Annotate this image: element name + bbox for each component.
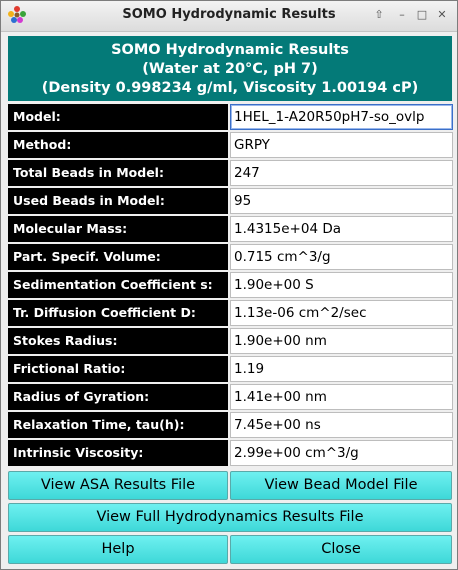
field-label: Radius of Gyration: <box>8 384 228 410</box>
field-label: Frictional Ratio: <box>8 356 228 382</box>
field-label: Used Beads in Model: <box>8 188 228 214</box>
method-field[interactable]: GRPY <box>230 132 453 158</box>
field-label: Stokes Radius: <box>8 328 228 354</box>
field-label: Part. Specif. Volume: <box>8 244 228 270</box>
header-conditions: (Water at 20°C, pH 7) <box>142 61 318 77</box>
header-solvent-properties: (Density 0.998234 g/ml, Viscosity 1.0019… <box>41 80 419 96</box>
total-beads-field[interactable]: 247 <box>230 160 453 186</box>
field-row-method: Method: GRPY <box>8 132 454 160</box>
field-row-diffusion: Tr. Diffusion Coefficient D: 1.13e-06 cm… <box>8 300 454 328</box>
view-asa-results-button[interactable]: View ASA Results File <box>8 471 228 500</box>
minimize-icon[interactable]: – <box>399 8 405 21</box>
close-icon[interactable]: ✕ <box>437 8 447 21</box>
field-label: Molecular Mass: <box>8 216 228 242</box>
app-icon <box>8 6 26 23</box>
molecular-mass-field[interactable]: 1.4315e+04 Da <box>230 216 453 242</box>
view-bead-model-button[interactable]: View Bead Model File <box>230 471 452 500</box>
view-full-hydrodynamics-button[interactable]: View Full Hydrodynamics Results File <box>8 503 452 532</box>
window-title: SOMO Hydrodynamic Results <box>122 7 336 22</box>
close-button[interactable]: Close <box>230 535 452 564</box>
field-row-total-beads: Total Beads in Model: 247 <box>8 160 454 188</box>
field-row-stokes-radius: Stokes Radius: 1.90e+00 nm <box>8 328 454 356</box>
relaxation-time-field[interactable]: 7.45e+00 ns <box>230 412 453 438</box>
field-row-relaxation-time: Relaxation Time, tau(h): 7.45e+00 ns <box>8 412 454 440</box>
used-beads-field[interactable]: 95 <box>230 188 453 214</box>
field-row-radius-gyration: Radius of Gyration: 1.41e+00 nm <box>8 384 454 412</box>
stokes-radius-field[interactable]: 1.90e+00 nm <box>230 328 453 354</box>
header-title: SOMO Hydrodynamic Results <box>111 42 349 58</box>
field-row-specific-volume: Part. Specif. Volume: 0.715 cm^3/g <box>8 244 454 272</box>
field-label: Total Beads in Model: <box>8 160 228 186</box>
diffusion-field[interactable]: 1.13e-06 cm^2/sec <box>230 300 453 326</box>
field-label: Sedimentation Coefficient s: <box>8 272 228 298</box>
field-label: Tr. Diffusion Coefficient D: <box>8 300 228 326</box>
field-row-sedimentation: Sedimentation Coefficient s: 1.90e+00 S <box>8 272 454 300</box>
field-label: Model: <box>8 104 228 130</box>
field-row-intrinsic-viscosity: Intrinsic Viscosity: 2.99e+00 cm^3/g <box>8 440 454 468</box>
field-row-used-beads: Used Beads in Model: 95 <box>8 188 454 216</box>
help-button[interactable]: Help <box>8 535 228 564</box>
model-field[interactable]: 1HEL_1-A20R50pH7-so_ovlp <box>230 104 453 130</box>
results-fields: Model: 1HEL_1-A20R50pH7-so_ovlp Method: … <box>8 104 454 468</box>
field-row-model: Model: 1HEL_1-A20R50pH7-so_ovlp <box>8 104 454 132</box>
field-label: Method: <box>8 132 228 158</box>
radius-gyration-field[interactable]: 1.41e+00 nm <box>230 384 453 410</box>
intrinsic-viscosity-field[interactable]: 2.99e+00 cm^3/g <box>230 440 453 466</box>
field-row-molecular-mass: Molecular Mass: 1.4315e+04 Da <box>8 216 454 244</box>
field-label: Relaxation Time, tau(h): <box>8 412 228 438</box>
results-header: SOMO Hydrodynamic Results (Water at 20°C… <box>8 36 452 101</box>
field-label: Intrinsic Viscosity: <box>8 440 228 466</box>
specific-volume-field[interactable]: 0.715 cm^3/g <box>230 244 453 270</box>
keep-above-icon[interactable]: ⇧ <box>374 8 384 21</box>
sedimentation-field[interactable]: 1.90e+00 S <box>230 272 453 298</box>
title-bar[interactable]: SOMO Hydrodynamic Results ⇧ – □ ✕ <box>1 1 457 32</box>
maximize-icon[interactable]: □ <box>416 8 428 21</box>
frictional-ratio-field[interactable]: 1.19 <box>230 356 453 382</box>
field-row-frictional-ratio: Frictional Ratio: 1.19 <box>8 356 454 384</box>
